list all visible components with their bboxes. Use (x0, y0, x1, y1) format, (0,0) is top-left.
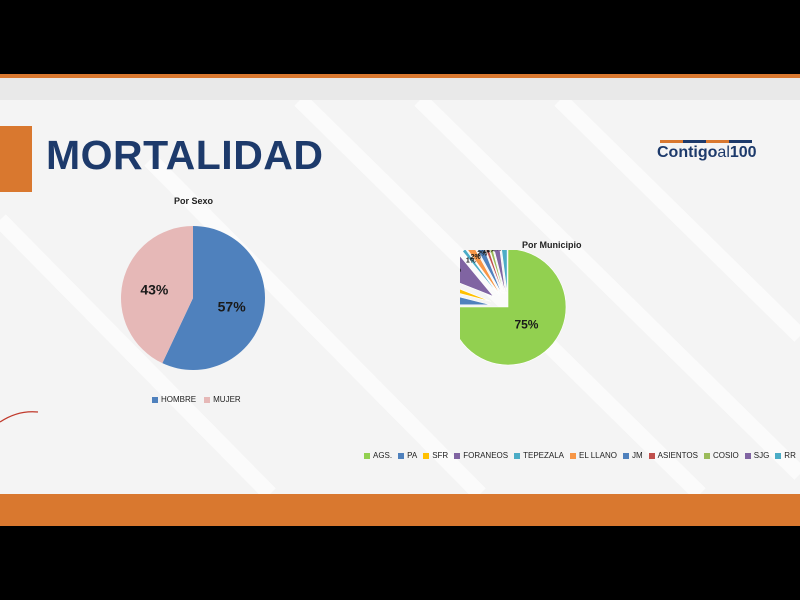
municipio-legend-tepezala: TEPEZALA (514, 451, 564, 460)
legend-swatch (775, 452, 782, 459)
slice-label-asientos: 1% (482, 250, 493, 255)
title-accent-bar (0, 126, 32, 192)
slice-ags (460, 250, 567, 366)
municipio-legend-pa: PA (398, 451, 417, 460)
legend-label: EL LLANO (579, 451, 617, 460)
slice-tepezala (462, 250, 500, 297)
slice-sjg (493, 250, 506, 294)
slice-rr (501, 250, 508, 294)
legend-label: COSIO (712, 451, 739, 460)
slice-label-sjg: 2% (492, 250, 503, 253)
slice-mujer (120, 226, 193, 364)
legend-swatch (204, 396, 211, 403)
slide: MORTALIDAD Contigoal100 Por Sexo 57% 43% … (0, 74, 800, 526)
slice-sfr (460, 288, 491, 302)
top-band (0, 78, 800, 100)
slice-pa (460, 296, 491, 306)
legend-swatch (514, 452, 521, 459)
legend-label: HOMBRE (161, 395, 197, 404)
legend-label: TEPEZALA (523, 451, 565, 460)
legend-swatch (744, 452, 751, 459)
top-orange-rule (0, 74, 800, 78)
pie-chart-sexo: 57% 43% (120, 226, 265, 370)
sexo-legend-hombre: HOMBRE (152, 395, 196, 404)
slice-hombre (162, 226, 265, 370)
bottom-orange-bar (0, 494, 800, 526)
municipio-legend-cosio: COSIO (703, 451, 739, 460)
legend-label: RR (784, 451, 796, 460)
logo-stripe (660, 140, 752, 143)
municipio-legend-foraneos: FORANEOS (454, 451, 508, 460)
municipio-legend-sfr: SFR (423, 451, 448, 460)
legend-label: SJG (753, 451, 770, 460)
municipio-legend-ags: AGS. (364, 451, 392, 460)
legend-swatch (364, 452, 370, 459)
legend-swatch (703, 452, 710, 459)
legend-swatch (648, 452, 655, 459)
municipio-legend-sjg: SJG (744, 451, 770, 460)
slice-label-tepezala: 1% (466, 257, 477, 264)
slice-label-mujer: 43% (140, 281, 169, 297)
slice-foraneos (460, 255, 494, 297)
legend-sexo: HOMBRE MUJER (152, 395, 241, 404)
legend-swatch (423, 452, 430, 459)
slice-jm (477, 250, 503, 295)
legend-label: PA (407, 451, 418, 460)
sexo-legend-mujer: MUJER (204, 395, 241, 404)
chart-title-sexo: Por Sexo (174, 196, 214, 206)
legend-label: SFR (432, 451, 449, 460)
slice-el-llano (467, 250, 501, 296)
red-scribble (0, 411, 39, 423)
legend-swatch (622, 452, 629, 459)
slice-label-cosio: 1% (486, 250, 497, 254)
slice-label-hombre: 57% (218, 299, 247, 315)
municipio-legend-rr: RR (775, 451, 796, 460)
municipio-legend-asientos: ASIENTOS (648, 451, 698, 460)
legend-label: JM (631, 451, 643, 460)
slice-label-el-llano: 2% (471, 254, 482, 261)
legend-label: FORANEOS (463, 451, 509, 460)
logo: Contigoal100 (657, 144, 757, 161)
legend-label: AGS. (373, 451, 393, 460)
background-stripes (0, 100, 800, 494)
slice-asientos (485, 250, 504, 294)
slice-label-ags: 75% (514, 317, 538, 331)
legend-label: MUJER (213, 395, 241, 404)
legend-municipio: AGS. PA SFR FORANEOS TEPEZALA EL LLANO JM ASIEN… (364, 451, 796, 460)
municipio-legend-el-llano: EL LLANO (570, 451, 617, 460)
legend-swatch (152, 396, 158, 403)
slice-label-jm: 2% (477, 250, 488, 257)
legend-swatch (454, 452, 461, 459)
municipio-legend-jm: JM (622, 451, 643, 460)
chart-title-municipio: Por Municipio (522, 240, 582, 250)
slice-label-rr: 2% (499, 250, 510, 252)
page-title: MORTALIDAD (46, 132, 324, 178)
legend-swatch (570, 452, 577, 459)
legend-swatch (398, 452, 405, 459)
slice-label-foraneos: 8% (460, 267, 462, 274)
legend-label: ASIENTOS (657, 451, 698, 460)
pie-chart-municipio: 75%4%2%8%1%2%2%1%1%2%2% (460, 250, 567, 366)
